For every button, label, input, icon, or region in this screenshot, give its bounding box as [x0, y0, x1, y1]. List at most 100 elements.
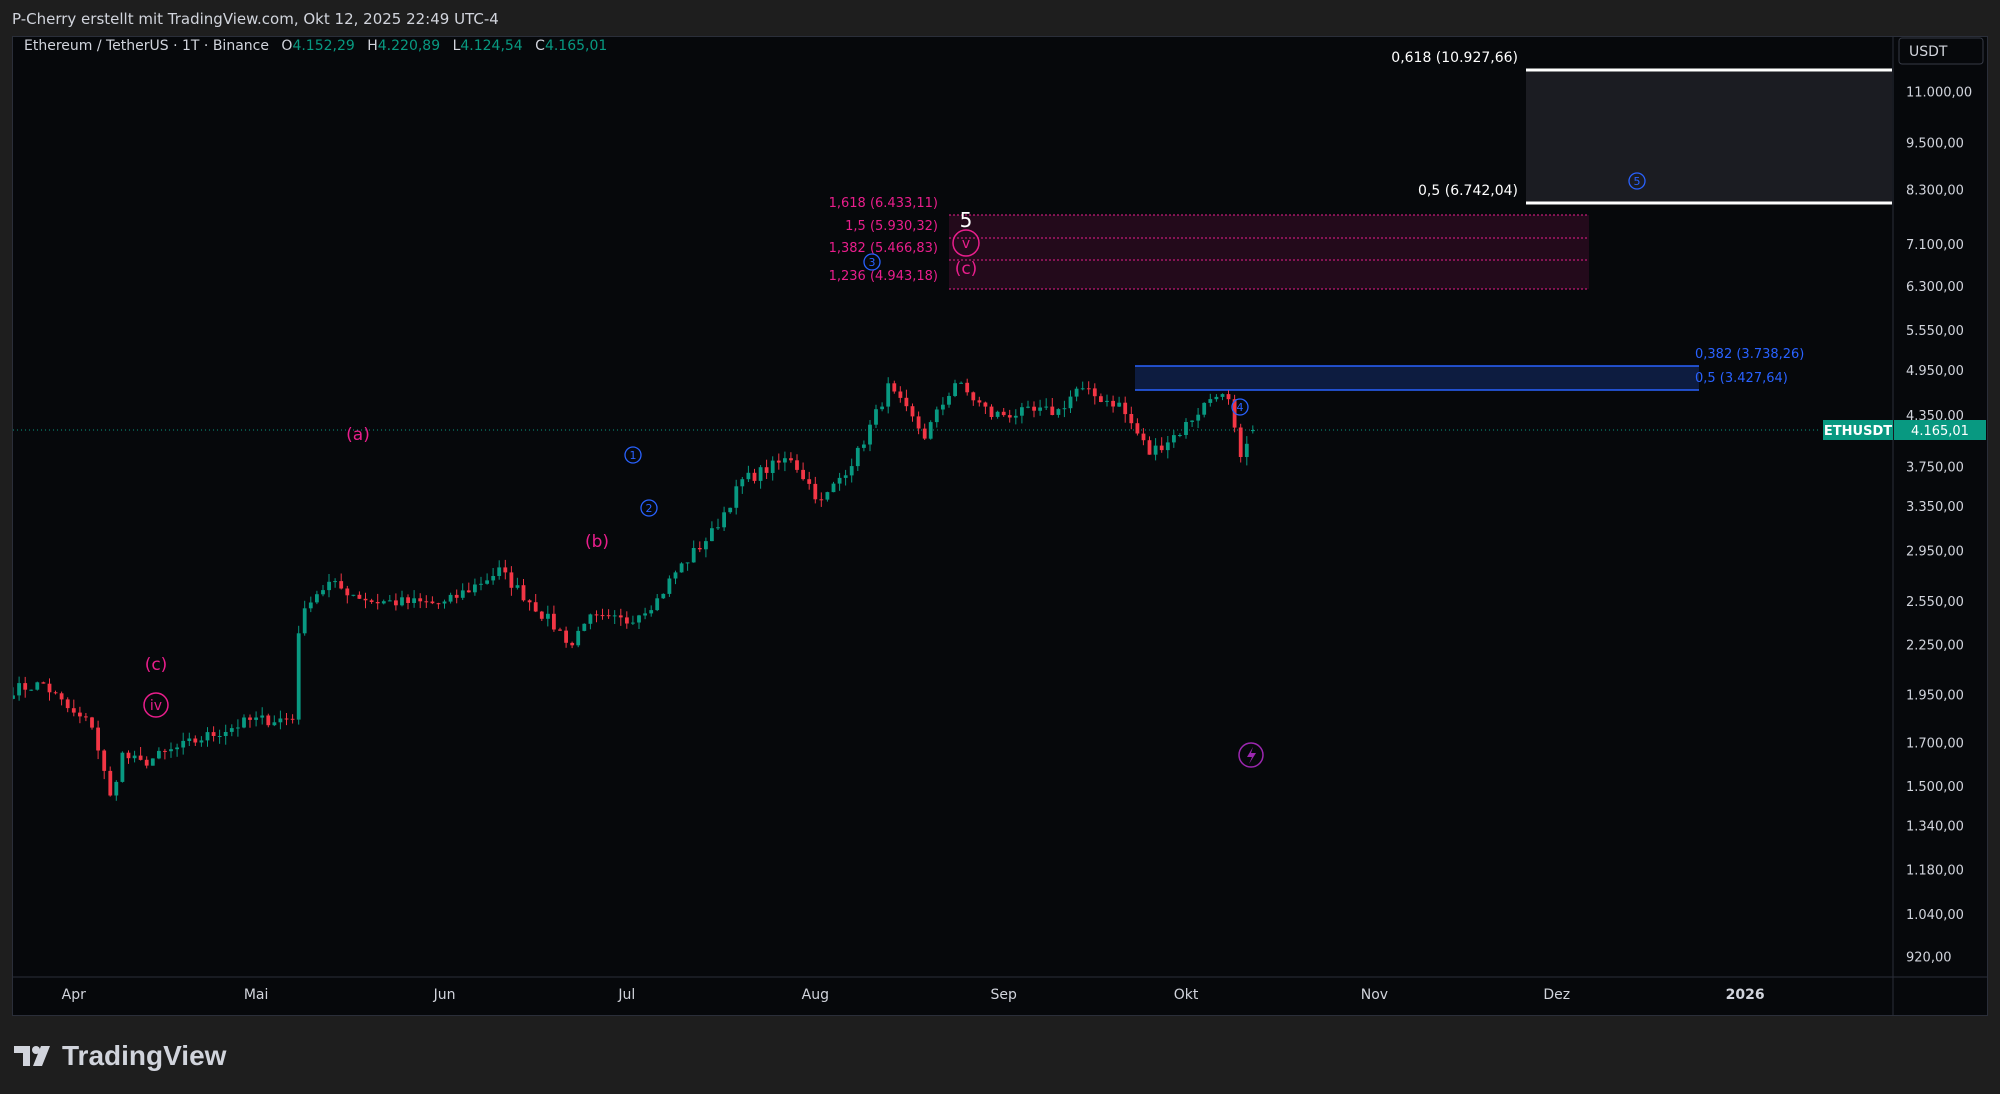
candle	[776, 460, 781, 463]
candle	[819, 499, 824, 501]
candle	[941, 404, 945, 410]
candle	[934, 409, 939, 423]
candle	[631, 622, 635, 624]
lightning-icon	[1247, 747, 1256, 764]
candle	[1032, 406, 1036, 411]
candle	[855, 447, 860, 467]
candle	[679, 563, 684, 573]
candle	[825, 492, 830, 500]
candle	[120, 752, 125, 782]
candle	[1007, 415, 1012, 418]
wave-2-label: 2	[646, 502, 653, 515]
candle	[454, 594, 459, 598]
candle	[959, 382, 963, 384]
candle	[424, 601, 429, 603]
candle	[1147, 440, 1152, 455]
chart-frame[interactable]: Ethereum / TetherUS · 1T · Binance O4.15…	[11, 36, 1988, 1016]
time-label-5: Sep	[991, 987, 1018, 1003]
candle	[17, 683, 21, 696]
candle	[357, 594, 362, 599]
fib-label-0382: 0,382 (3.738,26)	[1695, 347, 1804, 362]
candle	[612, 615, 617, 617]
fib-label-1382: 1,382 (5.466,83)	[829, 241, 938, 256]
candle	[880, 406, 884, 410]
candle	[278, 718, 283, 723]
candle	[1038, 407, 1042, 411]
time-label-2: Jun	[433, 987, 456, 1003]
candle	[181, 740, 186, 748]
candle	[448, 594, 453, 602]
candle	[229, 728, 234, 732]
candle	[989, 406, 994, 417]
candle	[381, 601, 386, 604]
candle	[904, 397, 909, 407]
candle	[843, 475, 848, 478]
time-axis[interactable]: Apr Mai Jun Jul Aug Sep Okt Nov Dez 2026	[62, 987, 1765, 1003]
candle	[351, 594, 356, 596]
currency-label: USDT	[1909, 44, 1948, 60]
wave-4-label: 4	[1237, 401, 1244, 414]
legend-low-label: L	[453, 38, 461, 54]
candle	[65, 699, 70, 709]
candle	[290, 718, 295, 720]
candle	[169, 749, 173, 752]
price-tick-11: 2.550,00	[1906, 595, 1964, 610]
candle	[387, 600, 392, 602]
candle	[53, 692, 58, 694]
candle	[546, 613, 550, 619]
candle	[497, 567, 502, 576]
candle	[874, 409, 878, 425]
candle	[892, 383, 897, 392]
price-chart[interactable]: Ethereum / TetherUS · 1T · Binance O4.15…	[11, 37, 1987, 1015]
tradingview-logo-icon	[14, 1046, 50, 1066]
candle	[96, 727, 100, 751]
candle	[157, 750, 161, 759]
candle	[315, 594, 319, 603]
price-tick-10: 2.950,00	[1906, 544, 1964, 559]
candle	[491, 576, 496, 581]
candle	[789, 458, 793, 461]
candle	[1105, 400, 1109, 402]
candle	[430, 601, 435, 604]
candle	[29, 689, 34, 691]
legend-symbol: Ethereum / TetherUS · 1T · Binance	[24, 38, 269, 54]
fib-label-0618: 0,618 (10.927,66)	[1391, 50, 1518, 66]
price-axis[interactable]: 11.000,00 9.500,00 8.300,00 7.100,00 6.300,0…	[1906, 86, 1972, 966]
candle	[582, 623, 587, 631]
retracement-zone	[1135, 366, 1699, 390]
candle	[1068, 396, 1073, 409]
legend-open-label: O	[281, 38, 292, 54]
candle	[1244, 443, 1249, 457]
candle	[1123, 402, 1128, 415]
candle	[339, 581, 344, 589]
time-label-6: Okt	[1174, 987, 1199, 1003]
time-label-7: Nov	[1361, 987, 1388, 1003]
candle	[570, 642, 575, 646]
candle	[752, 472, 757, 481]
price-tick-8: 3.750,00	[1906, 461, 1964, 476]
candle	[916, 416, 921, 429]
legend-low-value: 4.124,54	[460, 38, 522, 54]
candle	[509, 572, 514, 588]
candle	[1214, 396, 1219, 400]
wave-3-label: 3	[869, 256, 876, 269]
wave-4-circle	[1231, 398, 1249, 416]
candle	[783, 458, 787, 463]
candle	[849, 466, 854, 476]
candle	[795, 460, 799, 470]
legend-close-label: C	[535, 38, 545, 54]
candle	[302, 608, 307, 634]
currency-button[interactable]	[1898, 37, 1984, 65]
candle	[600, 615, 605, 617]
price-tick-6: 4.950,00	[1906, 364, 1964, 379]
candle	[704, 541, 708, 550]
candle	[236, 727, 240, 729]
candle	[618, 615, 623, 618]
candle	[363, 598, 368, 601]
price-tick-4: 6.300,00	[1906, 280, 1964, 295]
candle	[473, 584, 477, 593]
legend-high-value: 4.220,89	[378, 38, 440, 54]
candle	[1135, 423, 1140, 434]
candle	[667, 578, 672, 594]
wave-5-top-label: 5	[960, 208, 973, 232]
